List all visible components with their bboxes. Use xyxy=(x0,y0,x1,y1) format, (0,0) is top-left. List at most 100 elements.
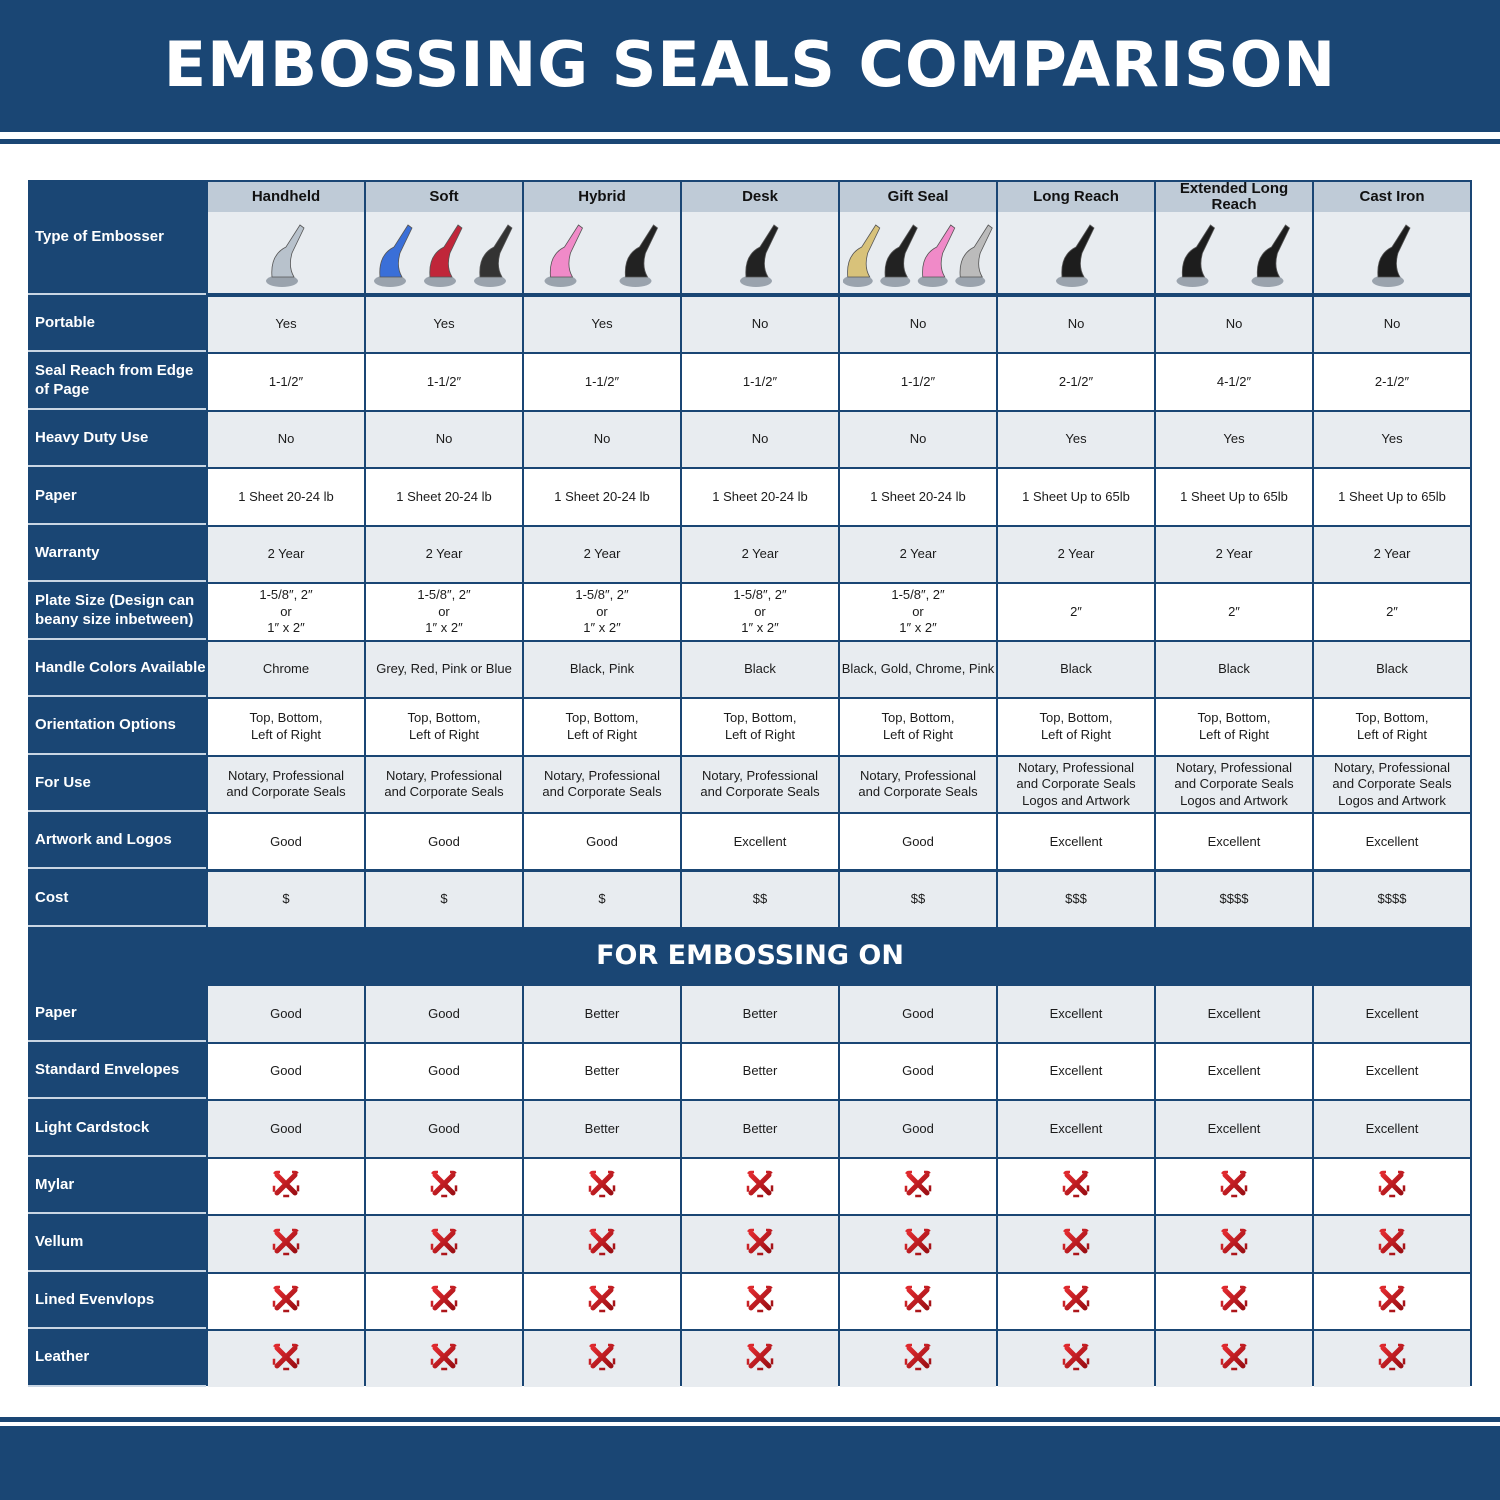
cell-text: 2″ xyxy=(1228,603,1240,619)
table-cell: Notary, Professional and Corporate Seals xyxy=(208,756,364,813)
row-label: Warranty xyxy=(28,524,206,583)
cell-text: 1 Sheet 20-24 lb xyxy=(712,488,808,504)
cell-text: 1-1/2″ xyxy=(742,373,778,389)
cell-text: For Use xyxy=(35,773,91,791)
cell-text: Yes xyxy=(591,316,613,332)
x-icon xyxy=(1062,1228,1090,1261)
table-cell: No xyxy=(840,411,996,468)
cell-text: No xyxy=(751,431,769,447)
cell-text: Paper xyxy=(35,1003,77,1021)
table-cell: No xyxy=(208,411,364,468)
table-cell xyxy=(524,1216,680,1272)
table-cell: Good xyxy=(366,1043,522,1100)
row-label: Lined Evenvlops xyxy=(28,1271,206,1330)
page-title: EMBOSSING SEALS COMPARISON xyxy=(163,28,1337,101)
table-cell: Notary, Professional and Corporate Seals xyxy=(524,756,680,813)
table-cell: 2 Year xyxy=(1314,526,1470,583)
table-cell: Chrome xyxy=(208,641,364,698)
x-icon xyxy=(1062,1170,1090,1203)
cell-text: Excellent xyxy=(1365,1063,1419,1079)
column-header: Extended Long Reach xyxy=(1156,179,1312,213)
cell-text: Notary, Professional and Corporate Seals… xyxy=(1332,759,1452,808)
table-cell: $$$$ xyxy=(1156,871,1312,927)
table-cell xyxy=(840,1331,996,1387)
table-cell: 2-1/2″ xyxy=(998,354,1154,410)
table-cell xyxy=(1156,1331,1312,1387)
cell-text: Excellent xyxy=(1207,1063,1261,1079)
table-cell: Yes xyxy=(1156,411,1312,468)
cell-text: Notary, Professional and Corporate Seals… xyxy=(1174,759,1294,808)
cell-text: Better xyxy=(742,1005,778,1021)
table-cell: Top, Bottom, Left of Right xyxy=(840,699,996,755)
table-cell xyxy=(682,1216,838,1272)
cell-text: Extended Long Reach xyxy=(1179,179,1289,213)
table-cell: Top, Bottom, Left of Right xyxy=(524,699,680,755)
table-cell: Grey, Red, Pink or Blue xyxy=(366,641,522,698)
cell-text: Better xyxy=(584,1005,620,1021)
table-cell: Good xyxy=(366,1101,522,1157)
table-cell: 2″ xyxy=(1156,584,1312,640)
cell-text: Yes xyxy=(1065,431,1087,447)
table-cell xyxy=(840,1273,996,1330)
row-label: Light Cardstock xyxy=(28,1099,206,1157)
cell-text: Plate Size (Design can beany size inbetw… xyxy=(35,591,195,628)
table-cell: No xyxy=(1156,297,1312,353)
table-cell: Black, Pink xyxy=(524,641,680,698)
row-label: Type of Embosser xyxy=(28,180,206,295)
cell-text: Paper xyxy=(35,486,77,504)
table-cell: Better xyxy=(524,986,680,1042)
table-cell xyxy=(208,1331,364,1387)
table-cell: Better xyxy=(524,1043,680,1100)
footer-band xyxy=(0,1426,1500,1500)
table-cell: Excellent xyxy=(1156,814,1312,870)
cell-text: Black xyxy=(744,661,776,677)
row-label: Handle Colors Available xyxy=(28,639,206,698)
table-cell xyxy=(840,1158,996,1215)
cell-text: Top, Bottom, Left of Right xyxy=(881,710,955,742)
table-cell: Top, Bottom, Left of Right xyxy=(1314,699,1470,755)
table-cell xyxy=(208,1273,364,1330)
cell-text: Good xyxy=(902,833,934,849)
table-cell: $ xyxy=(366,871,522,927)
table-cell: 1 Sheet 20-24 lb xyxy=(682,469,838,525)
x-icon xyxy=(904,1170,932,1203)
x-icon xyxy=(272,1343,300,1376)
table-cell: Yes xyxy=(208,297,364,353)
cell-text: 4-1/2″ xyxy=(1216,373,1252,389)
table-cell: Good xyxy=(208,814,364,870)
cell-text: Good xyxy=(428,1005,460,1021)
cell-text: 1 Sheet Up to 65lb xyxy=(1180,488,1288,504)
x-icon xyxy=(430,1285,458,1318)
table-cell: $$$ xyxy=(998,871,1154,927)
cell-text: Grey, Red, Pink or Blue xyxy=(376,661,512,677)
cell-text: 1 Sheet 20-24 lb xyxy=(554,488,650,504)
cell-text: No xyxy=(1225,316,1243,332)
table-cell: Good xyxy=(840,986,996,1042)
x-icon xyxy=(1378,1228,1406,1261)
table-cell: 4-1/2″ xyxy=(1156,354,1312,410)
table-cell: 1-5/8″, 2″ or 1″ x 2″ xyxy=(682,584,838,640)
cell-text: Black xyxy=(1060,661,1092,677)
x-icon xyxy=(1378,1170,1406,1203)
table-cell: Notary, Professional and Corporate Seals xyxy=(366,756,522,813)
table-cell: Top, Bottom, Left of Right xyxy=(1156,699,1312,755)
table-cell: Top, Bottom, Left of Right xyxy=(366,699,522,755)
cell-text: $$ xyxy=(910,890,926,906)
x-icon xyxy=(272,1228,300,1261)
cell-text: No xyxy=(1067,316,1085,332)
x-icon xyxy=(1062,1285,1090,1318)
cell-text: 1 Sheet Up to 65lb xyxy=(1022,488,1130,504)
row-label: Paper xyxy=(28,467,206,525)
column-header: Gift Seal xyxy=(840,182,996,212)
cell-text: Chrome xyxy=(262,661,310,677)
cell-text: 2-1/2″ xyxy=(1374,373,1410,389)
cell-text: Orientation Options xyxy=(35,716,176,734)
table-cell: Excellent xyxy=(1314,1043,1470,1100)
row-label: Heavy Duty Use xyxy=(28,409,206,468)
cell-text: Heavy Duty Use xyxy=(35,429,149,447)
cell-text: 2-1/2″ xyxy=(1058,373,1094,389)
table-cell: Good xyxy=(366,986,522,1042)
table-cell: Black, Gold, Chrome, Pink xyxy=(840,641,996,698)
table-cell: No xyxy=(998,297,1154,353)
table-cell: 2 Year xyxy=(840,526,996,583)
